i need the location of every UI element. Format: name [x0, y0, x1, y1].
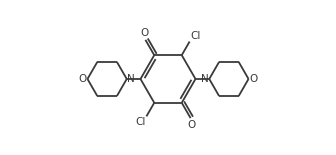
Text: O: O: [187, 120, 196, 130]
Text: Cl: Cl: [135, 117, 145, 127]
Text: O: O: [249, 74, 257, 84]
Text: O: O: [79, 74, 87, 84]
Text: N: N: [127, 74, 135, 84]
Text: N: N: [201, 74, 209, 84]
Text: Cl: Cl: [191, 31, 201, 41]
Text: O: O: [140, 28, 149, 38]
